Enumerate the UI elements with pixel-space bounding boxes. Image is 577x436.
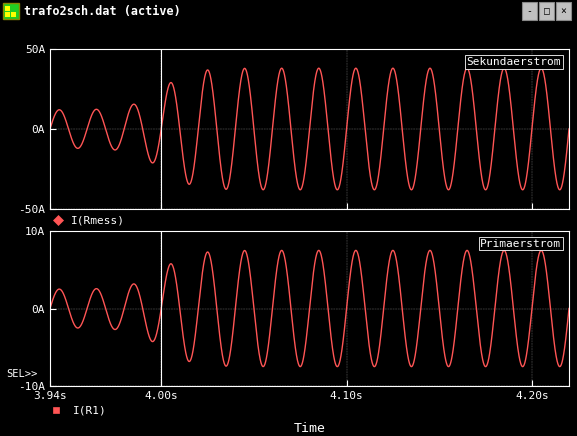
Bar	[522, 2, 537, 20]
Text: Time: Time	[294, 422, 325, 435]
Text: -: -	[527, 6, 533, 16]
Bar	[5, 6, 10, 11]
Bar	[11, 12, 16, 17]
Text: ×: ×	[561, 6, 567, 16]
Text: trafo2sch.dat (active): trafo2sch.dat (active)	[24, 4, 181, 17]
Text: I(R1): I(R1)	[73, 405, 107, 415]
Bar	[5, 12, 10, 17]
Text: □: □	[544, 6, 549, 16]
Bar	[3, 3, 19, 19]
Bar	[539, 2, 554, 20]
Text: I(Rmess): I(Rmess)	[71, 215, 125, 225]
Bar	[556, 2, 571, 20]
Text: Sekundaerstrom: Sekundaerstrom	[467, 57, 561, 67]
Text: Primaerstrom: Primaerstrom	[480, 239, 561, 249]
Text: SEL>>: SEL>>	[6, 368, 37, 378]
